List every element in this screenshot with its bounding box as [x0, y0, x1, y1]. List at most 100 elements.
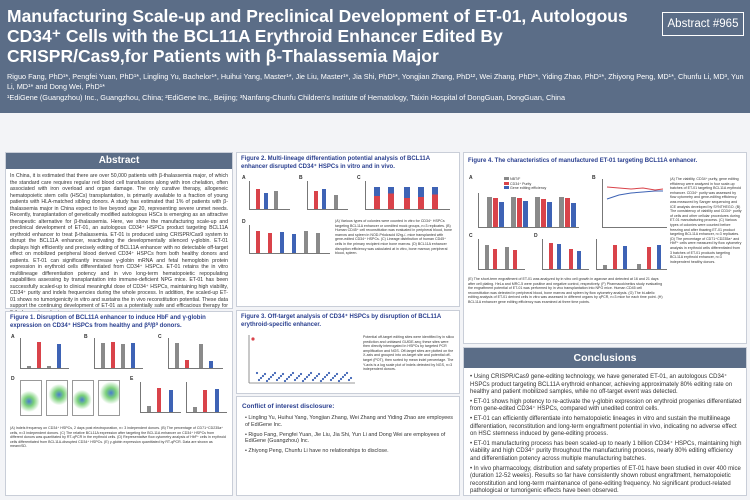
- fig2-chart-d: [249, 225, 330, 254]
- bar: [316, 233, 320, 253]
- bar: [101, 343, 105, 368]
- bar: [577, 251, 581, 269]
- figure-3-caption: Potential off-target editing sites were …: [363, 335, 455, 372]
- conflict-item: • Zhiyong Peng, Chunfu Li have no relati…: [245, 448, 389, 455]
- bar: [603, 265, 607, 269]
- fig1-chart-e1: [140, 382, 181, 413]
- bar: [256, 189, 260, 209]
- fig4-label-b: B: [592, 175, 596, 181]
- bar: [121, 344, 125, 368]
- stacked-bar: [432, 187, 438, 209]
- off-target-dot: [309, 371, 313, 375]
- legend-label: NBT/F: [510, 177, 521, 181]
- figure-4-caption-a: (A) The viability, CD34⁺ purity, gene ed…: [670, 177, 742, 264]
- on-target-dot: [251, 337, 255, 341]
- off-target-dot: [303, 377, 307, 381]
- legend-item: CD34⁺ Purity: [504, 181, 546, 187]
- legend-label: CD34⁺ Purity: [510, 181, 532, 186]
- bar: [185, 360, 189, 368]
- fig1-flow-plots: [20, 380, 120, 416]
- flow-plot: [98, 380, 120, 416]
- bar: [175, 343, 179, 368]
- figure-2-panel: Figure 2. Multi-lineage differentiation …: [236, 152, 460, 307]
- off-target-dot: [307, 373, 311, 377]
- bar: [511, 197, 516, 227]
- bar: [193, 407, 197, 412]
- bar: [314, 191, 318, 209]
- fig1-label-b: B: [84, 334, 88, 340]
- off-target-dot: [259, 376, 263, 380]
- bar: [647, 247, 651, 269]
- fig2-chart-c: [365, 181, 450, 210]
- off-target-dot: [313, 376, 317, 380]
- conclusion-item: • ET-01 shows high potency to re-activat…: [470, 398, 742, 413]
- off-target-dot: [285, 377, 289, 381]
- off-target-dot: [343, 373, 347, 377]
- bar: [513, 250, 517, 269]
- off-target-dot: [323, 375, 327, 379]
- fig2-label-d: D: [242, 219, 246, 225]
- legend-swatch: [504, 177, 509, 180]
- bar: [304, 231, 308, 253]
- off-target-plot: [248, 335, 355, 384]
- bar: [203, 390, 207, 412]
- figure-4-panel: Figure 4. The characteristics of manufac…: [463, 152, 747, 344]
- legend-item: Gene editing efficiency: [504, 186, 546, 191]
- bar: [493, 249, 497, 269]
- conclusion-item: • In vivo pharmacology, distribution and…: [470, 465, 741, 495]
- conclusions-panel: Conclusions • Using CRISPR/Cas9 gene-edi…: [463, 347, 747, 496]
- fig2-label-b: B: [299, 175, 303, 181]
- off-target-dot: [297, 374, 301, 378]
- flow-plot: [72, 380, 94, 416]
- off-target-dot: [265, 379, 269, 383]
- off-target-dot: [287, 375, 291, 379]
- affiliations-line: ¹EdiGene (Guangzhou) Inc., Guangzhou, Ch…: [7, 93, 566, 102]
- conflict-item: • Lingling Yu, Huihui Yang, Yongjian Zha…: [245, 415, 453, 428]
- off-target-dot: [263, 372, 267, 376]
- bar: [280, 232, 284, 253]
- bar: [199, 344, 203, 368]
- off-target-dot: [255, 371, 259, 375]
- fig4-label-a: A: [469, 175, 473, 181]
- fig1-chart-b: [94, 338, 143, 369]
- flow-plot: [46, 380, 68, 416]
- fig4-chart-a: [478, 193, 579, 228]
- off-target-dot: [301, 379, 305, 383]
- fig1-label-a: A: [11, 334, 15, 340]
- abstract-panel: Abstract In China, it is estimated that …: [5, 152, 233, 316]
- off-target-dot: [317, 372, 321, 376]
- legend-item: NBT/F: [504, 177, 546, 182]
- bar: [505, 247, 509, 269]
- figure-1-caption: (A) Indels frequency on CD34⁺ HSPCs, 2 d…: [10, 426, 226, 449]
- bar: [27, 366, 31, 368]
- off-target-dot: [283, 379, 287, 383]
- off-target-dot: [321, 377, 325, 381]
- figure-2-caption: (A) Various types of colonies were count…: [335, 219, 452, 256]
- bar: [657, 245, 661, 269]
- bar: [499, 202, 504, 227]
- off-target-dot: [271, 373, 275, 377]
- off-target-dot: [305, 375, 309, 379]
- bar: [535, 197, 540, 227]
- fig2-chart-b: [307, 181, 348, 210]
- fig2-label-a: A: [242, 175, 246, 181]
- series-line: [606, 186, 664, 191]
- bar: [487, 197, 492, 227]
- bar: [557, 244, 561, 269]
- figure-3-title: Figure 3. Off-target analysis of CD34⁺ H…: [241, 314, 441, 328]
- legend-swatch: [504, 186, 509, 190]
- bar: [493, 198, 498, 227]
- conclusion-item: • ET-01 manufacturing process has been s…: [470, 440, 742, 462]
- series-line: [606, 190, 663, 200]
- bar: [131, 343, 135, 368]
- bar: [268, 233, 272, 253]
- off-target-dot: [339, 377, 343, 381]
- bar: [569, 249, 573, 269]
- bar: [57, 344, 61, 368]
- off-target-dot: [335, 372, 339, 376]
- stacked-bar: [404, 187, 410, 209]
- bar: [571, 203, 576, 227]
- bar: [334, 195, 338, 209]
- poster-title: Manufacturing Scale-up and Preclinical D…: [7, 6, 628, 66]
- conclusion-item: • ET-01 can efficiently differentiate in…: [470, 415, 737, 438]
